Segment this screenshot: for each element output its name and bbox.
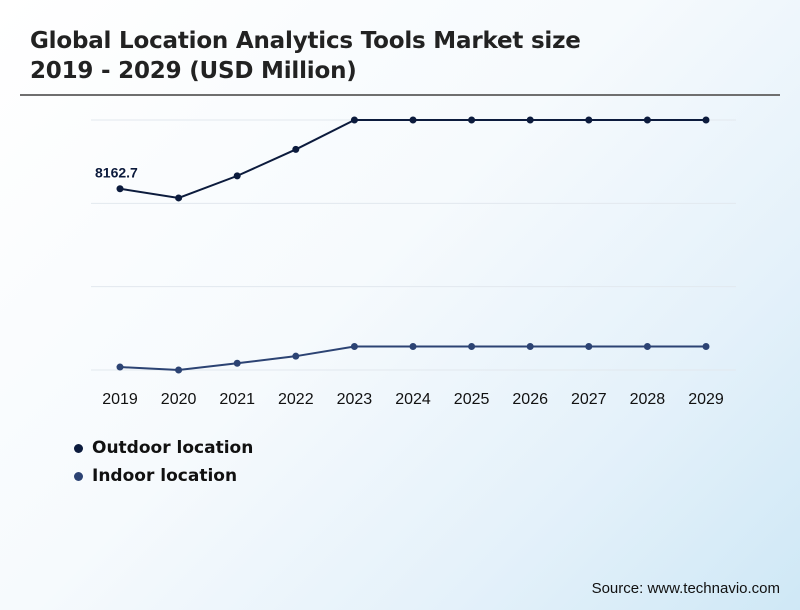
chart-title-line-1: Global Location Analytics Tools Market s… bbox=[30, 28, 581, 54]
legend-item-outdoor: Outdoor location bbox=[74, 434, 253, 462]
line-chart: 8162.7 2019 2020 2021 2022 2023 2024 2025 2026 20… bbox=[91, 116, 736, 408]
series-line-1 bbox=[119, 119, 706, 199]
data-point bbox=[233, 172, 241, 180]
x-tick-label: 2020 bbox=[161, 391, 197, 408]
data-point bbox=[643, 116, 651, 124]
legend-label-indoor: Indoor location bbox=[92, 466, 238, 486]
x-tick-label: 2024 bbox=[395, 391, 431, 408]
data-point bbox=[585, 342, 593, 350]
data-point bbox=[585, 116, 593, 124]
chart-legend: Outdoor location Indoor location bbox=[74, 434, 253, 490]
x-tick-label: 2025 bbox=[454, 391, 490, 408]
legend-swatch-indoor bbox=[74, 471, 83, 481]
data-point bbox=[409, 342, 417, 350]
legend-label-outdoor: Outdoor location bbox=[92, 438, 254, 458]
data-point bbox=[526, 342, 534, 350]
data-point bbox=[350, 116, 358, 124]
data-point bbox=[526, 116, 534, 124]
x-tick-label: 2026 bbox=[512, 391, 548, 408]
data-point bbox=[468, 116, 476, 124]
data-point bbox=[409, 116, 417, 124]
x-tick-label: 2027 bbox=[571, 391, 607, 408]
data-point bbox=[350, 342, 358, 350]
data-label: 8162.7 bbox=[95, 165, 138, 181]
data-point bbox=[116, 363, 124, 371]
x-tick-label: 2021 bbox=[219, 391, 255, 408]
series-line-2 bbox=[119, 345, 706, 372]
data-point bbox=[292, 352, 300, 360]
data-point bbox=[175, 366, 183, 374]
x-tick-label: 2028 bbox=[630, 391, 666, 408]
x-tick-label: 2023 bbox=[337, 391, 373, 408]
data-point bbox=[175, 194, 183, 202]
chart-title-line-2: 2019 - 2029 (USD Million) bbox=[30, 58, 357, 84]
source-note: Source: www.technavio.com bbox=[591, 580, 780, 597]
chart-title: Global Location Analytics Tools Market s… bbox=[30, 26, 581, 86]
data-point bbox=[292, 145, 300, 153]
data-point bbox=[468, 342, 476, 350]
title-divider bbox=[20, 94, 780, 96]
legend-item-indoor: Indoor location bbox=[74, 462, 253, 490]
data-point bbox=[116, 185, 124, 193]
legend-swatch-outdoor bbox=[74, 443, 83, 453]
data-point bbox=[702, 342, 710, 350]
x-tick-label: 2022 bbox=[278, 391, 314, 408]
data-point bbox=[643, 342, 651, 350]
x-tick-label: 2019 bbox=[102, 391, 138, 408]
data-point bbox=[702, 116, 710, 124]
x-tick-label: 2029 bbox=[688, 391, 724, 408]
data-point bbox=[233, 359, 241, 367]
